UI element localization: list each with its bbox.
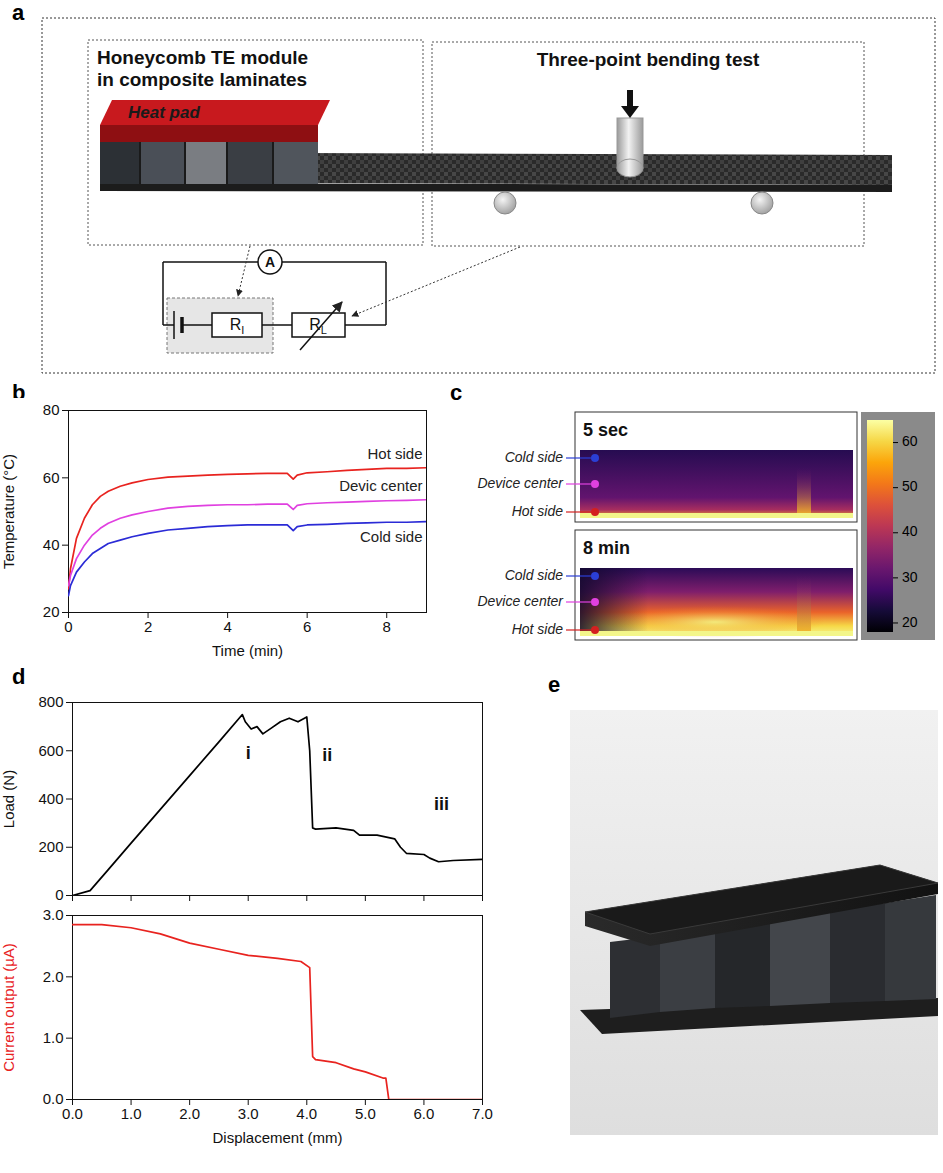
html-text:e: e <box>548 672 561 697</box>
svg-text:Hot side: Hot side <box>512 503 564 519</box>
svg-text:50: 50 <box>902 478 918 494</box>
svg-text:20: 20 <box>43 603 60 620</box>
svg-text:Cold side: Cold side <box>505 449 564 465</box>
html-text:d: d <box>12 664 26 689</box>
html-text:a: a <box>12 0 25 25</box>
svg-text:Devic center: Devic center <box>339 477 422 494</box>
svg-text:3.0: 3.0 <box>43 906 64 923</box>
svg-text:2: 2 <box>144 618 152 635</box>
svg-text:0.0: 0.0 <box>62 1105 83 1122</box>
svg-text:Cold side: Cold side <box>360 528 423 545</box>
svg-text:6: 6 <box>303 618 311 635</box>
svg-text:in composite laminates: in composite laminates <box>97 69 307 90</box>
svg-text:RI: RI <box>230 316 245 336</box>
svg-text:iii: iii <box>434 794 449 814</box>
svg-text:30: 30 <box>902 569 918 585</box>
svg-text:Hot side: Hot side <box>367 445 422 462</box>
svg-text:Honeycomb TE module: Honeycomb TE module <box>97 47 308 68</box>
svg-text:Temperature (°C): Temperature (°C) <box>0 454 17 569</box>
svg-text:Time (min): Time (min) <box>212 642 283 659</box>
svg-text:Device center: Device center <box>477 593 564 609</box>
svg-text:Load (N): Load (N) <box>0 770 17 828</box>
svg-text:Current output (µA): Current output (µA) <box>0 943 17 1072</box>
svg-text:0: 0 <box>64 618 72 635</box>
svg-text:0.0: 0.0 <box>43 1090 64 1107</box>
svg-text:3.0: 3.0 <box>238 1105 259 1122</box>
html-text:b: b <box>12 380 26 405</box>
svg-text:400: 400 <box>38 790 63 807</box>
svg-text:1.0: 1.0 <box>121 1105 142 1122</box>
svg-text:Device center: Device center <box>477 475 564 491</box>
svg-text:1.0: 1.0 <box>43 1029 64 1046</box>
svg-text:8 min: 8 min <box>583 538 630 558</box>
svg-text:2.0: 2.0 <box>179 1105 200 1122</box>
svg-text:60: 60 <box>43 469 60 486</box>
svg-text:Hot side: Hot side <box>512 621 564 637</box>
svg-text:200: 200 <box>38 838 63 855</box>
svg-text:2.0: 2.0 <box>43 968 64 985</box>
svg-text:RL: RL <box>309 316 327 336</box>
svg-text:ii: ii <box>322 745 332 765</box>
svg-text:Displacement (mm): Displacement (mm) <box>212 1129 342 1146</box>
svg-text:Cold side: Cold side <box>505 567 564 583</box>
svg-text:i: i <box>246 743 251 763</box>
svg-text:Heat pad: Heat pad <box>128 103 200 122</box>
svg-text:8: 8 <box>383 618 391 635</box>
svg-text:20: 20 <box>902 614 918 630</box>
svg-text:A: A <box>265 254 275 270</box>
svg-text:5.0: 5.0 <box>355 1105 376 1122</box>
svg-text:40: 40 <box>902 523 918 539</box>
svg-text:80: 80 <box>43 401 60 418</box>
svg-text:4.0: 4.0 <box>296 1105 317 1122</box>
svg-text:5 sec: 5 sec <box>583 420 628 440</box>
svg-text:Three-point bending test: Three-point bending test <box>537 49 760 70</box>
svg-text:7.0: 7.0 <box>472 1105 493 1122</box>
svg-text:60: 60 <box>902 433 918 449</box>
svg-text:4: 4 <box>223 618 231 635</box>
svg-text:40: 40 <box>43 536 60 553</box>
svg-text:600: 600 <box>38 742 63 759</box>
svg-text:6.0: 6.0 <box>413 1105 434 1122</box>
svg-text:0: 0 <box>55 886 63 903</box>
html-text:c: c <box>450 380 463 405</box>
svg-text:800: 800 <box>38 693 63 710</box>
